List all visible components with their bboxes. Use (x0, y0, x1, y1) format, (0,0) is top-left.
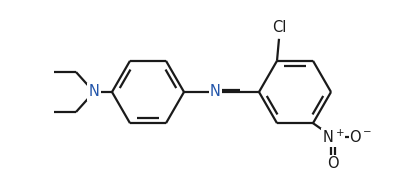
Text: N: N (210, 84, 221, 99)
Text: N: N (88, 84, 100, 99)
Text: O$^-$: O$^-$ (349, 129, 373, 145)
Text: N$^+$: N$^+$ (322, 129, 344, 146)
Text: O: O (327, 156, 339, 171)
Text: Cl: Cl (272, 20, 286, 35)
